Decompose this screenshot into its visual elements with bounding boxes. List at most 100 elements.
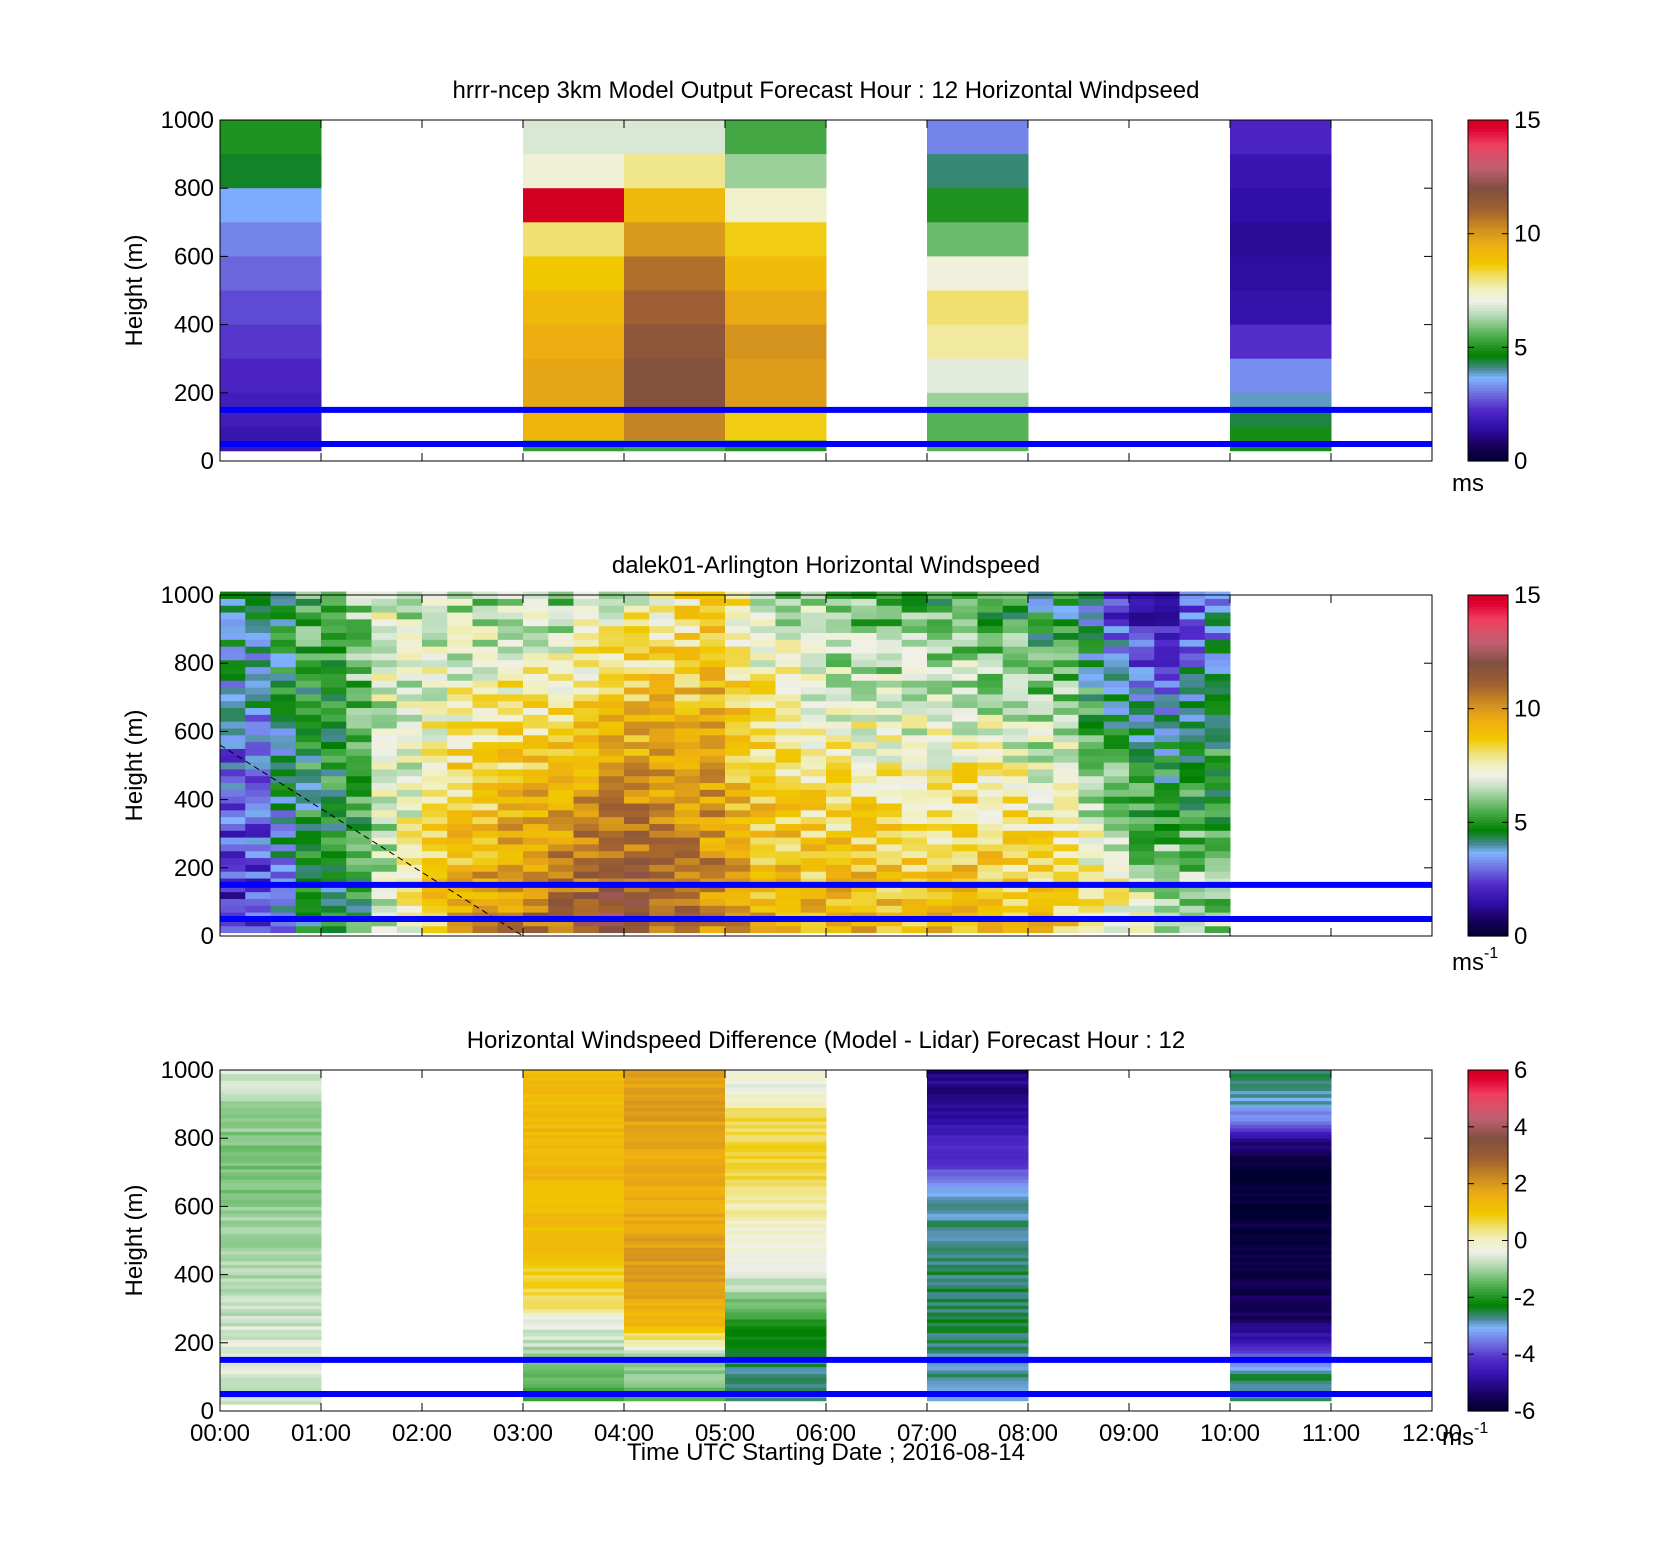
heatmap-cell [472,618,499,627]
heatmap-cell [472,816,499,824]
heatmap-cell [674,734,701,743]
heatmap-cells [220,591,1231,934]
heatmap-cell [396,837,423,845]
heatmap-cell [624,1278,726,1282]
heatmap-cell [624,768,650,777]
heatmap-cell [598,912,625,920]
heatmap-cell [422,646,448,654]
heatmap-cell [497,912,524,920]
heatmap-cell [1204,884,1231,893]
heatmap-cell [523,789,549,797]
heatmap-cell [952,755,978,763]
heatmap-cell [1002,905,1029,913]
heatmap-cell [725,1110,827,1115]
heatmap-cell [624,1213,726,1218]
heatmap-cell [1154,782,1180,790]
heatmap-cell [649,680,675,688]
heatmap-cell [927,707,953,715]
heatmap-cell [523,809,549,818]
heatmap-cell [422,830,448,838]
heatmap-cell [1129,734,1155,743]
heatmap-cell [927,1182,1029,1187]
heatmap-cell [598,823,625,831]
heatmap-cell [1078,830,1105,838]
heatmap-cell [1002,673,1029,681]
heatmap-cell [447,864,473,872]
heatmap-cell [927,1383,1029,1388]
heatmap-cell [952,693,978,702]
heatmap-cell [1179,700,1206,709]
heatmap-cell [1230,1220,1332,1224]
heatmap-cell [1103,871,1130,879]
colorbar-swatch [1468,853,1508,858]
heatmap-cell [396,803,423,811]
heatmap-cell [851,837,877,845]
heatmap-cell [725,1076,827,1081]
colorbar-swatch [1468,808,1508,812]
heatmap-cell [598,639,625,647]
heatmap-cell [750,659,776,668]
heatmap-cell [1154,666,1180,674]
heatmap-cell [573,693,600,702]
heatmap-cell [725,1127,827,1132]
colorbar-swatch [1468,1303,1508,1307]
colorbar-swatch [1468,1311,1508,1315]
heatmap-cell [725,918,751,927]
heatmap-cell [649,700,675,709]
heatmap-cell [1179,632,1206,640]
heatmap-cell [624,1131,726,1136]
heatmap-cell [573,816,600,824]
heatmap-cell [624,823,650,831]
heatmap-cell [245,755,271,763]
heatmap-cell [573,673,600,681]
heatmap-cell [245,727,271,736]
colorbar-swatch [1468,907,1508,912]
heatmap-cell [598,605,625,613]
heatmap-cell [1053,830,1079,838]
heatmap-cell [523,748,549,756]
heatmap-cell [800,775,827,784]
heatmap-cell [1053,918,1079,927]
colorbar-swatch [1468,847,1508,852]
heatmap-cell [927,1387,1029,1392]
heatmap-cell [220,1107,322,1112]
heatmap-cell [573,714,600,722]
heatmap-cell [548,830,574,838]
colorbar-swatch [1468,1240,1508,1244]
colorbar-swatch [1468,230,1508,235]
heatmap-cell [1154,912,1180,920]
heatmap-cell [573,605,600,613]
heatmap-cell [1204,789,1231,797]
colorbar-swatch [1468,623,1508,627]
heatmap-cell [270,618,297,627]
heatmap-cell [624,1196,726,1201]
heatmap-cell [1103,714,1130,722]
heatmap-cell [1129,837,1155,845]
colorbar-swatch [1468,1098,1508,1102]
heatmap-cell [1002,652,1029,661]
heatmap-cell [649,782,675,790]
heatmap-cell [927,850,953,859]
colorbar-swatch [1468,284,1508,289]
heatmap-cell [725,1250,827,1255]
heatmap-cell [245,734,271,743]
heatmap-cell [371,878,398,886]
heatmap-cell [1204,925,1231,934]
heatmap-cell [523,1318,625,1323]
heatmap-cell [750,843,776,852]
heatmap-cell [396,796,423,804]
heatmap-cell [548,625,574,634]
heatmap-cell [952,871,978,879]
heatmap-cell [447,673,473,681]
heatmap-cell [1230,1202,1332,1207]
heatmap-cell [725,1090,827,1095]
heatmap-cell [851,748,877,756]
heatmap-cell [977,782,1004,790]
heatmap-cell [321,823,347,831]
heatmap-cell [725,727,751,736]
heatmap-cell [447,789,473,797]
heatmap-cell [472,714,499,722]
heatmap-cell [295,843,322,852]
heatmap-cell [1204,816,1231,824]
heatmap-cell [674,618,701,627]
